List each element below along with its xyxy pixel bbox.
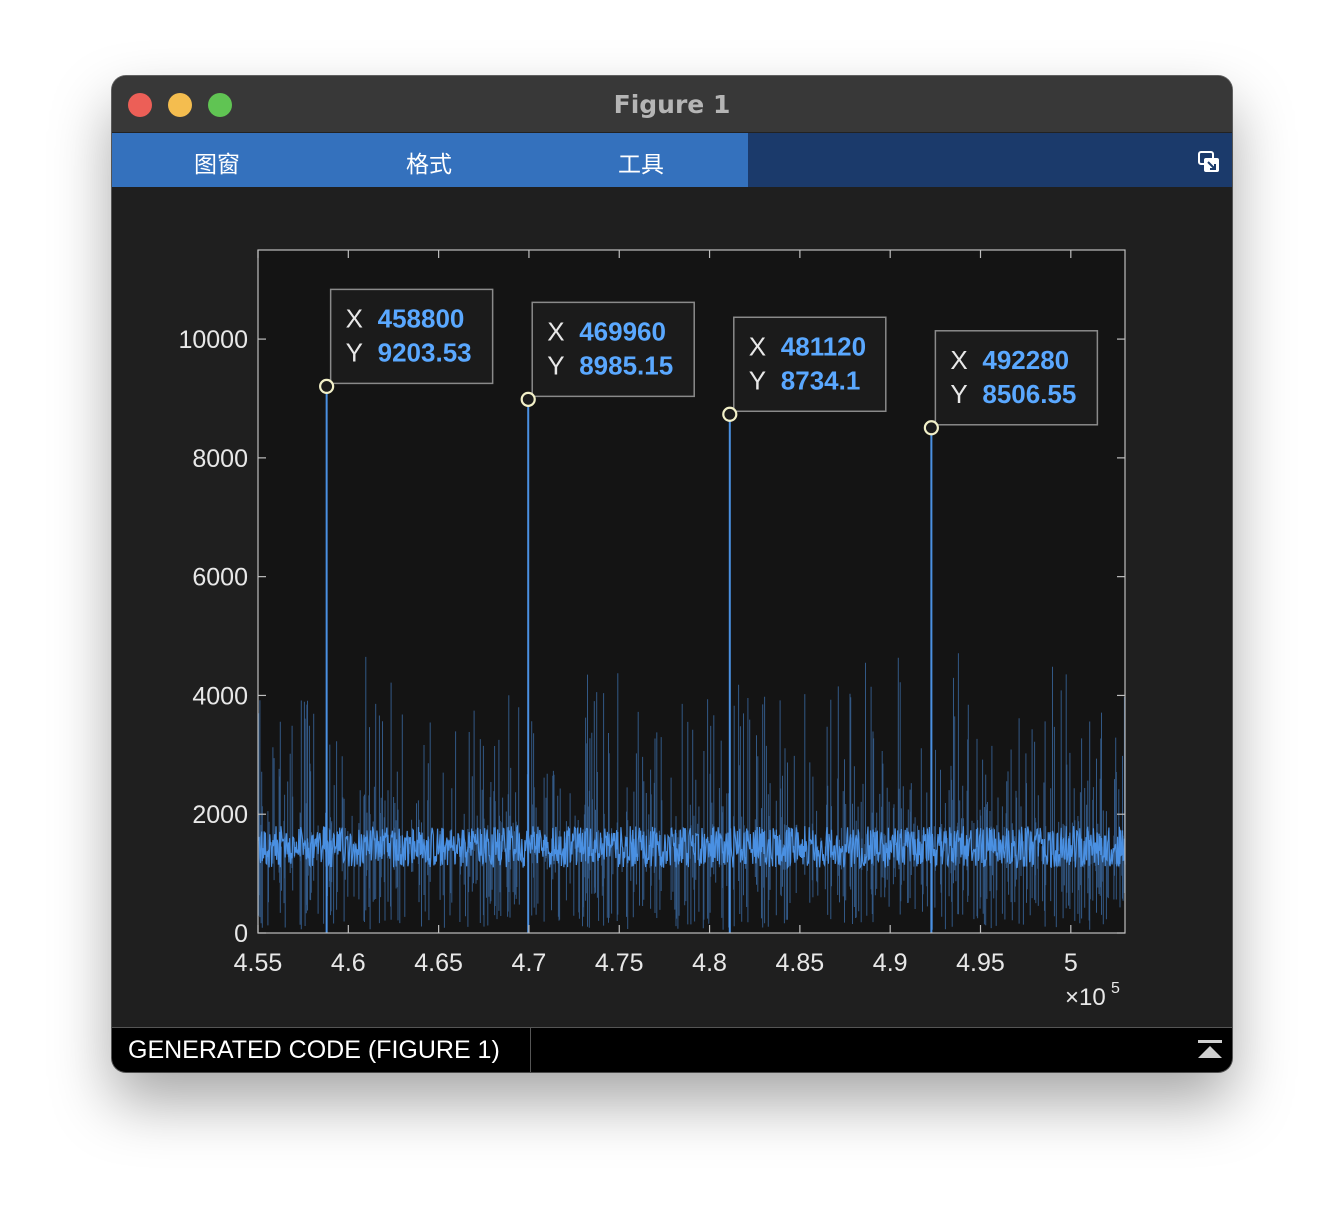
x-tick-label: 5 — [1064, 949, 1078, 977]
datatip-x-label: X — [950, 345, 967, 375]
datatip-y-label: Y — [547, 350, 564, 380]
datatip-1: X 458800 Y 9203.53 — [319, 288, 494, 394]
undock-icon[interactable] — [1198, 151, 1220, 173]
datatip-y-label: Y — [749, 365, 766, 395]
datatip-x-label: X — [749, 331, 766, 361]
datatip-x-value: 481120 — [781, 331, 866, 361]
y-tick-label: 10000 — [178, 326, 248, 354]
plot-area: 0 2000 4000 6000 8000 10000 4.55 4.6 4.65 4.7 4.7… — [112, 187, 1232, 1027]
toolstrip-tabs: 图窗 格式 工具 — [112, 133, 748, 187]
datatip-y-value: 8506.55 — [982, 379, 1076, 409]
datatip-box — [733, 316, 887, 413]
datatip-x-value: 492280 — [982, 345, 1069, 375]
datatip-x-label: X — [547, 316, 564, 346]
y-tick-label: 0 — [234, 920, 248, 948]
title-bar[interactable]: Figure 1 — [112, 76, 1232, 133]
tab-figure[interactable]: 图窗 — [194, 152, 240, 178]
window-title: Figure 1 — [613, 90, 731, 119]
x-tick-label: 4.85 — [776, 949, 825, 977]
datatip-y-label: Y — [950, 379, 967, 409]
close-window-button[interactable] — [128, 93, 152, 117]
x-exponent-base: ×10 — [1065, 984, 1106, 1011]
datatip-x-value: 469960 — [579, 316, 666, 346]
datatip-marker — [520, 391, 536, 407]
datatip-marker — [923, 420, 939, 436]
y-tick-label: 2000 — [192, 801, 248, 829]
datatip-x-value: 458800 — [378, 303, 465, 333]
tab-tools[interactable]: 工具 — [618, 152, 664, 178]
x-tick-label: 4.65 — [414, 949, 463, 977]
datatip-y-value: 8985.15 — [579, 350, 673, 380]
datatip-marker — [319, 378, 335, 394]
datatip-y-label: Y — [346, 337, 363, 367]
signal-baseline — [257, 824, 1126, 870]
datatip-box — [329, 288, 494, 385]
tab-format[interactable]: 格式 — [406, 152, 452, 178]
peak-lines — [325, 386, 933, 933]
x-tick-label: 4.6 — [331, 949, 366, 977]
datatip-x-label: X — [346, 303, 363, 333]
x-tick-label: 4.8 — [692, 949, 727, 977]
y-axis: 0 2000 4000 6000 8000 10000 — [178, 326, 1125, 948]
datatip-y-value: 8734.1 — [781, 365, 861, 395]
generated-code-label[interactable]: GENERATED CODE (FIGURE 1) — [128, 1036, 500, 1064]
x-tick-label: 4.95 — [956, 949, 1005, 977]
y-tick-label: 6000 — [192, 564, 248, 592]
status-divider — [530, 1028, 531, 1072]
datatip-3: X 481120 Y 8734.1 — [722, 316, 887, 422]
line-chart[interactable]: 0 2000 4000 6000 8000 10000 4.55 4.6 4.65 4.7 4.7… — [112, 187, 1232, 1027]
signal-line — [257, 653, 1126, 930]
x-tick-label: 4.7 — [512, 949, 547, 977]
x-exponent-label: ×10 5 — [1065, 980, 1120, 1011]
x-axis: 4.55 4.6 4.65 4.7 4.75 4.8 4.85 4.9 4.95 5 — [234, 250, 1078, 977]
datatip-4: X 492280 Y 8506.55 — [923, 330, 1099, 436]
datatip-box — [531, 301, 695, 398]
datatips: X 458800 Y 9203.53 X 469960 Y 8985.15 X 481120 Y 87… — [319, 288, 1099, 436]
x-tick-label: 4.75 — [595, 949, 644, 977]
datatip-2: X 469960 Y 8985.15 — [520, 301, 695, 407]
datatip-y-value: 9203.53 — [378, 337, 472, 367]
minimize-window-button[interactable] — [168, 93, 192, 117]
figure-toolstrip: 图窗 格式 工具 — [112, 133, 1232, 187]
datatip-marker — [722, 406, 738, 422]
y-tick-label: 8000 — [192, 445, 248, 473]
figure-window: Figure 1 图窗 格式 工具 0 2000 4000 6000 8000 10000… — [112, 76, 1232, 1072]
x-tick-label: 4.9 — [873, 949, 908, 977]
axes-box — [257, 249, 1126, 934]
status-bar: GENERATED CODE (FIGURE 1) — [112, 1027, 1232, 1072]
y-tick-label: 4000 — [192, 682, 248, 710]
x-tick-label: 4.55 — [234, 949, 283, 977]
datatip-box — [934, 330, 1099, 426]
maximize-window-button[interactable] — [208, 93, 232, 117]
x-exponent-power: 5 — [1111, 980, 1120, 997]
collapse-panel-icon[interactable] — [1196, 1038, 1224, 1062]
